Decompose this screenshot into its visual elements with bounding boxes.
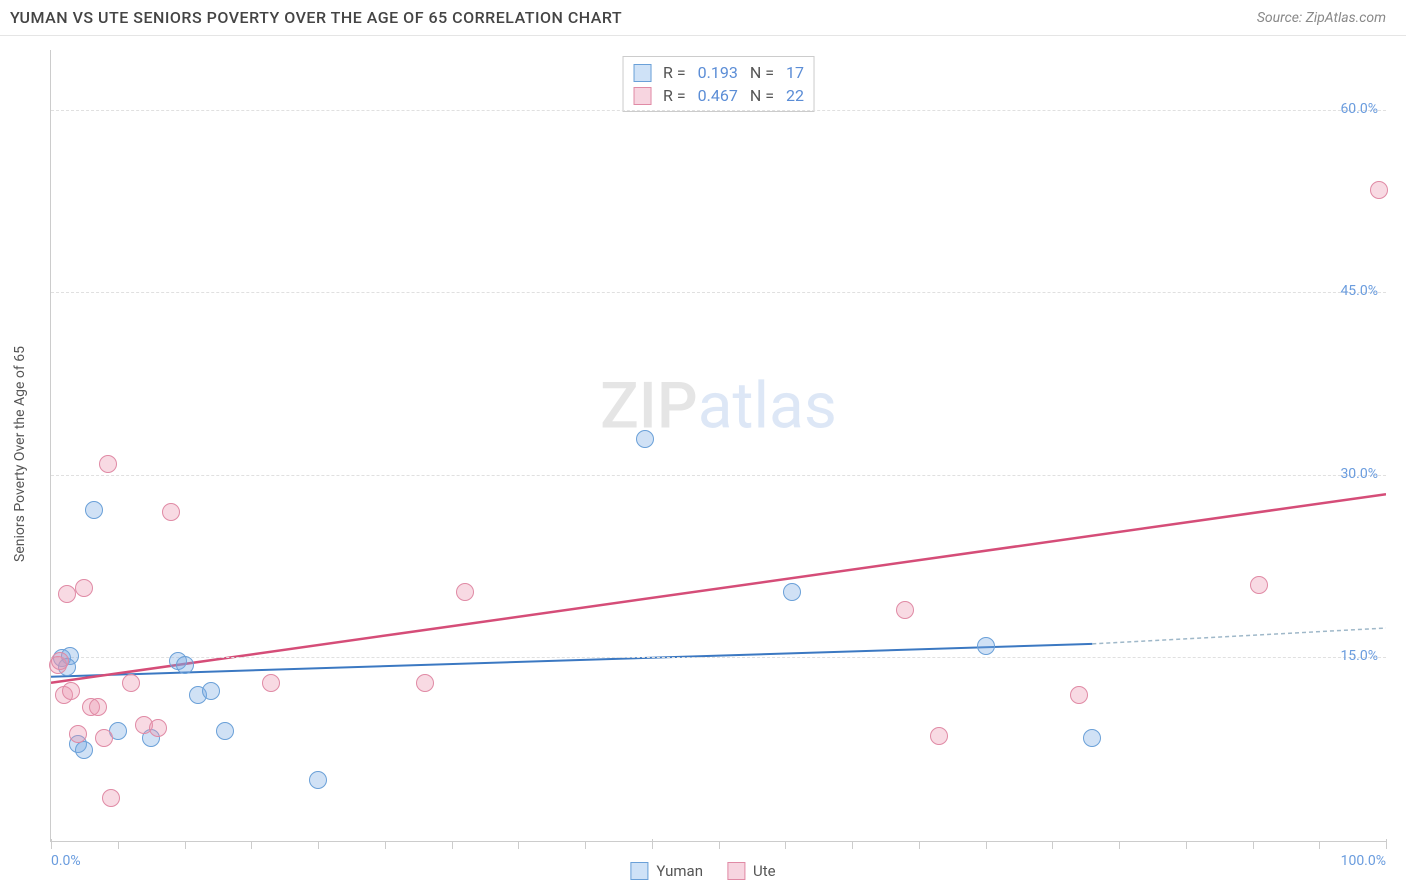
swatch-ute-icon xyxy=(633,87,651,105)
scatter-point-ute xyxy=(456,583,474,601)
scatter-point-ute xyxy=(1250,576,1268,594)
legend-swatch-yuman-icon xyxy=(630,862,648,880)
scatter-point-ute xyxy=(62,682,80,700)
x-tick xyxy=(251,841,252,849)
x-tick xyxy=(518,841,519,849)
x-tick xyxy=(919,841,920,849)
n-label: N = xyxy=(750,86,774,105)
swatch-yuman-icon xyxy=(633,64,651,82)
chart-container: Seniors Poverty Over the Age of 65 ZIPat… xyxy=(50,50,1386,842)
scatter-point-yuman xyxy=(1083,729,1101,747)
scatter-point-ute xyxy=(99,455,117,473)
x-tick xyxy=(585,841,586,849)
y-tick-label: 15.0% xyxy=(1340,648,1378,664)
r-value: 0.193 xyxy=(698,63,738,82)
x-tick xyxy=(652,839,653,849)
trendline-yuman xyxy=(51,644,1092,677)
trend-lines xyxy=(51,50,1386,841)
scatter-point-ute xyxy=(102,789,120,807)
scatter-point-ute xyxy=(162,503,180,521)
r-label: R = xyxy=(663,86,686,105)
scatter-point-ute xyxy=(75,579,93,597)
legend-label: Ute xyxy=(753,862,776,880)
x-tick xyxy=(452,841,453,849)
trendline-ute xyxy=(51,494,1386,683)
scatter-point-ute xyxy=(122,674,140,692)
scatter-point-yuman xyxy=(636,430,654,448)
scatter-point-ute xyxy=(51,652,69,670)
legend-label: Yuman xyxy=(656,862,703,880)
scatter-point-yuman xyxy=(85,501,103,519)
scatter-point-ute xyxy=(95,729,113,747)
scatter-point-yuman xyxy=(202,682,220,700)
scatter-point-ute xyxy=(89,698,107,716)
scatter-point-ute xyxy=(149,719,167,737)
chart-title: YUMAN VS UTE SENIORS POVERTY OVER THE AG… xyxy=(10,8,622,27)
scatter-point-ute xyxy=(58,585,76,603)
stats-row-ute: R = 0.467 N = 22 xyxy=(633,84,804,107)
r-label: R = xyxy=(663,63,686,82)
scatter-point-yuman xyxy=(309,771,327,789)
n-value: 22 xyxy=(786,86,804,105)
gridline xyxy=(51,110,1386,111)
stats-box: R = 0.193 N = 17 R = 0.467 N = 22 xyxy=(622,56,815,112)
y-tick-label: 30.0% xyxy=(1340,466,1378,482)
scatter-point-ute xyxy=(69,725,87,743)
x-tick xyxy=(51,839,52,849)
y-axis-label: Seniors Poverty Over the Age of 65 xyxy=(12,346,28,562)
x-tick xyxy=(986,841,987,849)
scatter-point-yuman xyxy=(783,583,801,601)
watermark: ZIPatlas xyxy=(600,368,837,443)
x-tick xyxy=(1052,841,1053,849)
x-tick xyxy=(1253,841,1254,849)
x-tick xyxy=(385,841,386,849)
legend-item-ute: Ute xyxy=(727,862,776,880)
title-bar: YUMAN VS UTE SENIORS POVERTY OVER THE AG… xyxy=(0,0,1406,36)
n-label: N = xyxy=(750,63,774,82)
y-tick-label: 45.0% xyxy=(1340,283,1378,299)
scatter-point-ute xyxy=(930,727,948,745)
gridline xyxy=(51,657,1386,658)
y-tick-label: 60.0% xyxy=(1340,101,1378,117)
x-tick xyxy=(185,841,186,849)
scatter-point-ute xyxy=(1070,686,1088,704)
trendline-dash-yuman xyxy=(1092,628,1386,644)
x-tick-label-max: 100.0% xyxy=(1341,853,1386,869)
x-tick xyxy=(118,841,119,849)
scatter-point-ute xyxy=(416,674,434,692)
x-tick xyxy=(1186,841,1187,849)
legend-item-yuman: Yuman xyxy=(630,862,703,880)
n-value: 17 xyxy=(786,63,804,82)
plot-area: ZIPatlas R = 0.193 N = 17 R = 0.467 N = 22 15.0… xyxy=(50,50,1386,842)
r-value: 0.467 xyxy=(698,86,738,105)
legend-swatch-ute-icon xyxy=(727,862,745,880)
gridline xyxy=(51,292,1386,293)
scatter-point-yuman xyxy=(75,741,93,759)
scatter-point-ute xyxy=(896,601,914,619)
x-tick xyxy=(719,841,720,849)
stats-row-yuman: R = 0.193 N = 17 xyxy=(633,61,804,84)
x-tick xyxy=(318,841,319,849)
scatter-point-yuman xyxy=(977,637,995,655)
x-tick xyxy=(1386,839,1387,849)
legend: Yuman Ute xyxy=(630,862,775,880)
scatter-point-ute xyxy=(262,674,280,692)
scatter-point-yuman xyxy=(176,656,194,674)
scatter-point-ute xyxy=(1370,181,1388,199)
x-tick xyxy=(1319,841,1320,849)
x-tick xyxy=(852,841,853,849)
source-text: Source: ZipAtlas.com xyxy=(1257,10,1386,26)
scatter-point-yuman xyxy=(216,722,234,740)
watermark-atlas: atlas xyxy=(698,368,837,443)
x-tick xyxy=(1119,841,1120,849)
x-tick xyxy=(785,841,786,849)
gridline xyxy=(51,475,1386,476)
x-tick-label-min: 0.0% xyxy=(51,853,81,869)
